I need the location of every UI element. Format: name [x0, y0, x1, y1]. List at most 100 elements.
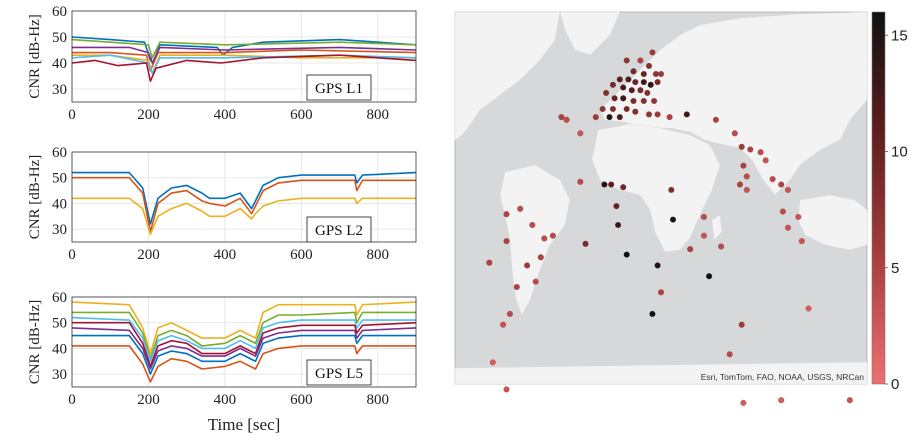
station-point: [738, 321, 745, 328]
y-tick-label: 30: [52, 222, 67, 238]
station-point: [614, 221, 622, 229]
y-tick-label: 40: [52, 341, 67, 357]
station-point: [650, 97, 658, 105]
station-point: [647, 81, 654, 88]
station-point: [517, 205, 524, 212]
station-point: [757, 149, 764, 156]
colorbar-tick-label: 0: [891, 376, 899, 393]
series-line-3: [72, 197, 416, 236]
station-point: [649, 49, 656, 56]
signal-badge: [306, 74, 372, 101]
station-point: [683, 111, 690, 118]
station-point: [637, 57, 644, 64]
x-tick-label: 0: [68, 392, 76, 408]
station-point: [577, 178, 584, 185]
x-tick-label: 200: [137, 107, 160, 123]
station-point: [523, 262, 531, 269]
station-point: [717, 243, 725, 250]
x-tick-label: 0: [68, 107, 76, 123]
station-point: [784, 224, 792, 231]
map-points: [486, 49, 853, 407]
x-tick-label: 600: [290, 107, 313, 123]
station-point: [630, 97, 637, 105]
series-line-1: [72, 171, 417, 225]
series-line-7: [71, 54, 417, 82]
signal-badge-label: GPS L1: [315, 81, 363, 97]
series-line-6: [72, 334, 416, 375]
station-point: [489, 359, 496, 366]
madagascar-land: [711, 214, 723, 241]
y-tick-label: 40: [52, 196, 67, 212]
station-point: [620, 84, 627, 91]
series-line-5: [71, 38, 417, 59]
x-tick-label: 200: [137, 392, 160, 408]
x-tick-label: 800: [367, 247, 390, 263]
x-axis-label: Time [sec]: [208, 415, 281, 434]
station-point: [640, 70, 647, 78]
australia-land: [797, 194, 868, 251]
x-tick-label: 400: [214, 392, 237, 408]
x-tick-label: 200: [137, 247, 160, 263]
cnr-panels: 0 200 400 600 800 30 40 50 60 GPS L1 CNR [dB-Hz] 0 2…: [27, 4, 417, 434]
station-point: [503, 238, 510, 245]
station-point: [606, 113, 613, 121]
station-point: [779, 208, 787, 215]
station-point: [805, 305, 812, 312]
station-point: [640, 97, 647, 105]
station-point: [625, 76, 632, 83]
station-point: [632, 78, 639, 86]
series-line-2: [72, 176, 416, 233]
station-point: [599, 105, 606, 113]
station-point: [637, 87, 644, 94]
station-point: [558, 113, 565, 121]
south-america-land: [499, 164, 571, 316]
station-point: [846, 397, 853, 404]
cnr-panel-1: 0 200 400 600 800 30 40 50 60 GPS L1 CNR [dB-Hz]: [27, 4, 417, 123]
station-point: [602, 89, 610, 97]
station-point: [666, 113, 673, 121]
station-point: [743, 186, 750, 194]
station-point: [668, 186, 675, 194]
station-point: [616, 76, 623, 83]
signal-badge-label: GPS L2: [315, 223, 363, 239]
x-tick-label: 600: [290, 247, 313, 263]
station-point: [537, 254, 544, 261]
axes-frame: [71, 10, 417, 103]
station-point: [731, 130, 738, 137]
station-point: [613, 203, 620, 210]
series-line-3: [71, 316, 416, 363]
station-point: [784, 186, 792, 194]
series-line-7: [72, 345, 416, 383]
y-tick-label: 60: [52, 145, 67, 161]
y-tick-label: 50: [52, 171, 67, 187]
station-point: [778, 397, 785, 404]
station-point: [601, 181, 608, 188]
station-point: [623, 57, 630, 64]
eurasia-land: [599, 11, 868, 196]
station-point: [644, 89, 651, 97]
series-line-2: [72, 49, 417, 72]
station-point: [541, 235, 548, 242]
series-line-4: [72, 46, 417, 64]
station-point: [549, 232, 557, 239]
cnr-panel-3: 0 200 400 600 800 30 40 50 60 GPS L5 CNR [dB-Hz] Ti…: [27, 290, 417, 434]
station-point: [654, 78, 661, 86]
y-axis-label: CNR [dB-Hz]: [27, 155, 43, 240]
map-landmasses: [454, 11, 868, 385]
station-point: [620, 184, 627, 191]
station-point: [500, 321, 507, 328]
y-tick-label: 50: [52, 30, 67, 46]
station-point: [616, 113, 623, 121]
series-line-1: [71, 301, 417, 355]
station-point: [657, 289, 665, 296]
station-point: [630, 68, 637, 75]
station-point: [762, 157, 769, 164]
station-point: [640, 78, 647, 86]
station-point: [705, 273, 713, 280]
signal-badge-label: GPS L5: [315, 366, 363, 382]
series-line-2: [72, 311, 416, 360]
cnr-panel-2: 0 200 400 600 800 30 40 50 60 GPS L2 CNR [dB-Hz]: [27, 145, 417, 263]
station-point: [563, 116, 570, 123]
station-point: [503, 211, 510, 218]
